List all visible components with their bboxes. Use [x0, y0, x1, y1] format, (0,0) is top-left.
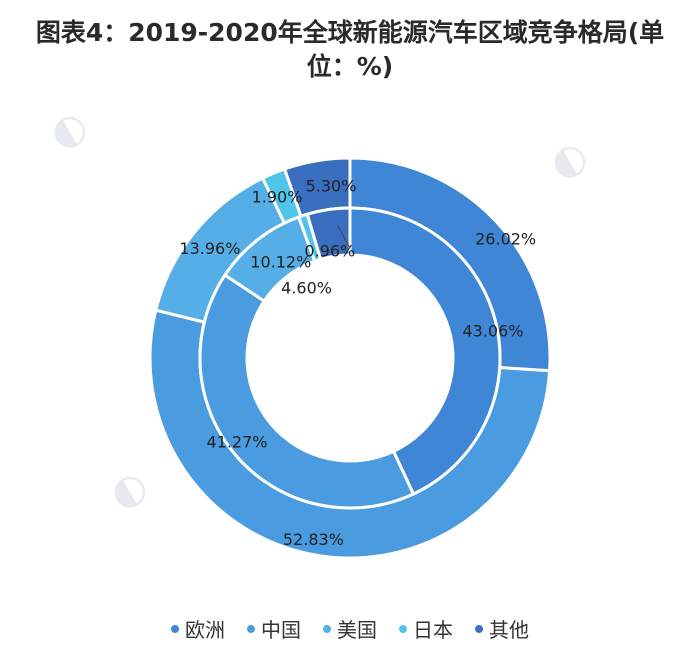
legend: 欧洲 中国 美国 日本 其他 [0, 614, 700, 643]
legend-label: 日本 [413, 618, 453, 642]
svg-text:◐: ◐ [542, 131, 595, 188]
inner-label-1: 41.27% [206, 433, 267, 452]
legend-label: 中国 [261, 618, 301, 642]
legend-label: 其他 [489, 618, 529, 642]
legend-dot-icon [247, 624, 255, 633]
svg-text:◐: ◐ [102, 461, 155, 518]
label-leader-line [337, 225, 351, 249]
inner-slice-4 [305, 206, 352, 262]
inner-slice-0 [348, 206, 502, 496]
inner-label-3: 0.96% [304, 241, 355, 260]
inner-label-0: 43.06% [462, 321, 523, 340]
legend-item-1: 中国 [247, 614, 301, 643]
legend-label: 欧洲 [185, 618, 225, 642]
outer-label-3: 1.90% [252, 187, 303, 206]
outer-label-4: 5.30% [306, 176, 357, 195]
inner-ring [198, 206, 502, 510]
legend-dot-icon [475, 624, 483, 633]
outer-label-0: 26.02% [475, 229, 536, 248]
inner-slice-1 [198, 273, 416, 510]
inner-label-4: 4.60% [281, 278, 332, 297]
legend-item-4: 其他 [475, 614, 529, 643]
inner-label-2: 10.12% [250, 252, 311, 271]
chart-title: 图表4：2019-2020年全球新能源汽车区域竞争格局(单位：%) [35, 18, 665, 81]
legend-item-0: 欧洲 [171, 614, 225, 643]
legend-dot-icon [323, 624, 331, 633]
legend-item-3: 日本 [399, 614, 453, 643]
data-labels: 26.02% 52.83% 13.96% 1.90%5.30% 43.06% 41.27%… [179, 176, 536, 549]
legend-dot-icon [399, 624, 407, 633]
outer-label-1: 52.83% [283, 530, 344, 549]
legend-dot-icon [171, 624, 179, 633]
legend-label: 美国 [337, 618, 377, 642]
svg-text:◐: ◐ [42, 101, 95, 158]
legend-item-2: 美国 [323, 614, 377, 643]
outer-label-2: 13.96% [179, 239, 240, 258]
